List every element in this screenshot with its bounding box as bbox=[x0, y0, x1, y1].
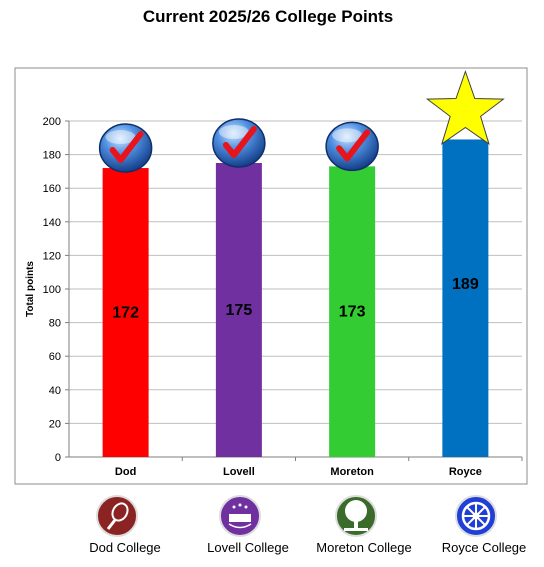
bars: 172 175 173 189 bbox=[102, 139, 489, 458]
y-tick-label: 60 bbox=[49, 351, 61, 363]
y-tick-label: 100 bbox=[43, 284, 61, 296]
data-label: 189 bbox=[452, 276, 479, 293]
legend: Dod College Lovell College Moreton College… bbox=[89, 495, 527, 555]
legend-label: Dod College bbox=[89, 540, 161, 555]
bar-moreton bbox=[329, 166, 376, 458]
y-tick-label: 120 bbox=[43, 250, 61, 262]
x-tick-label: Moreton bbox=[330, 466, 374, 478]
castle-crest-icon bbox=[219, 495, 261, 537]
y-tick-label: 20 bbox=[49, 418, 61, 430]
check-badge-icon bbox=[325, 121, 379, 172]
y-tick-label: 40 bbox=[49, 385, 61, 397]
check-badge-icon bbox=[98, 123, 153, 173]
y-axis-label: Total points bbox=[25, 261, 36, 317]
data-label: 172 bbox=[112, 305, 139, 322]
check-badge-icon bbox=[212, 118, 266, 168]
data-label: 175 bbox=[226, 302, 253, 319]
bar-lovell bbox=[215, 163, 262, 457]
wheel-crest-icon bbox=[455, 495, 497, 537]
x-tick-label: Royce bbox=[449, 466, 482, 478]
y-tick-label: 140 bbox=[43, 217, 61, 229]
bar-icons bbox=[98, 69, 505, 173]
x-tick-labels: Dod Lovell Moreton Royce bbox=[115, 466, 482, 478]
tree-crest-icon bbox=[335, 495, 377, 537]
x-tick-label: Lovell bbox=[223, 466, 255, 478]
chart-title: Current 2025/26 College Points bbox=[143, 7, 393, 26]
legend-label: Moreton College bbox=[316, 540, 411, 555]
axes: 0 20 40 60 80 100 120 140 160 180 200 bbox=[43, 116, 523, 464]
y-tick-label: 80 bbox=[49, 318, 61, 330]
y-tick-label: 0 bbox=[55, 452, 61, 464]
y-tick-label: 180 bbox=[43, 150, 61, 162]
y-tick-label: 200 bbox=[43, 116, 61, 128]
plot-frame bbox=[14, 67, 528, 485]
bar-dod bbox=[102, 168, 149, 458]
legend-label: Lovell College bbox=[207, 540, 289, 555]
y-tick-label: 160 bbox=[43, 183, 61, 195]
x-tick-label: Dod bbox=[115, 466, 136, 478]
legend-label: Royce College bbox=[442, 540, 527, 555]
data-label: 173 bbox=[339, 304, 366, 321]
bar-royce bbox=[442, 139, 489, 458]
star-icon bbox=[425, 69, 505, 146]
tennis-racket-crest-icon bbox=[96, 495, 138, 537]
